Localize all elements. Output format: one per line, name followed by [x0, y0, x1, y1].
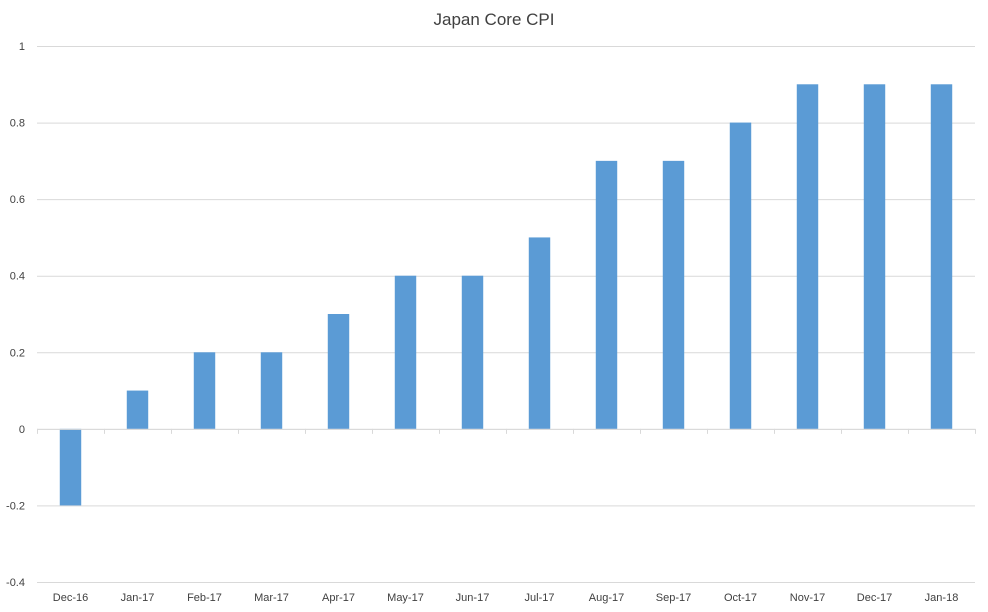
bar-dec-17	[863, 84, 886, 429]
x-axis-tick-labels: Dec-16 Jan-17 Feb-17 Mar-17 Apr-17 May-17 Jun-…	[53, 592, 959, 604]
y-tick-label: -0.4	[6, 577, 25, 589]
y-tick-label: 0.4	[10, 271, 25, 283]
x-tick-label: Dec-16	[53, 592, 88, 604]
bar-may-17	[394, 275, 417, 429]
bar-nov-17	[796, 84, 819, 429]
y-tick-label: 0.6	[10, 194, 25, 206]
bars	[59, 84, 953, 506]
bar-aug-17	[595, 160, 618, 429]
y-tick-label: 0	[19, 424, 25, 436]
y-tick-label: -0.2	[6, 500, 25, 512]
y-axis-tick-labels: -0.4 -0.2 0 0.2 0.4 0.6 0.8 1	[6, 41, 25, 589]
chart-title: Japan Core CPI	[434, 10, 555, 29]
bar-oct-17	[729, 122, 752, 429]
x-tick-label: Jul-17	[525, 592, 555, 604]
x-tick-label: Mar-17	[254, 592, 289, 604]
x-tick-label: Dec-17	[857, 592, 892, 604]
bar-jan-17	[126, 390, 149, 429]
bar-jan-18	[930, 84, 953, 429]
x-tick-label: Feb-17	[187, 592, 222, 604]
bar-sep-17	[662, 160, 685, 429]
x-tick-label: Nov-17	[790, 592, 825, 604]
x-tick-label: Sep-17	[656, 592, 691, 604]
bar-jul-17	[528, 237, 551, 429]
bar-feb-17	[193, 352, 216, 429]
y-tick-label: 0.8	[10, 118, 25, 130]
y-tick-label: 1	[19, 41, 25, 53]
x-tick-label: Aug-17	[589, 592, 624, 604]
x-axis	[37, 428, 976, 434]
gridlines	[37, 46, 975, 583]
bar-mar-17	[260, 352, 283, 429]
x-tick-label: May-17	[387, 592, 424, 604]
x-tick-label: Apr-17	[322, 592, 355, 604]
bar-apr-17	[327, 314, 350, 429]
x-tick-label: Jan-18	[925, 592, 959, 604]
y-tick-label: 0.2	[10, 347, 25, 359]
x-tick-label: Jan-17	[121, 592, 155, 604]
x-tick-label: Jun-17	[456, 592, 490, 604]
bar-jun-17	[461, 275, 484, 429]
bar-dec-16	[59, 428, 82, 506]
x-tick-label: Oct-17	[724, 592, 757, 604]
